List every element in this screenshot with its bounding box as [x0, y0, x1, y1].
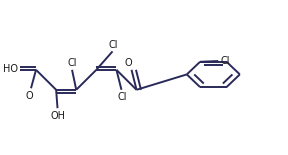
Text: O: O	[125, 58, 132, 68]
Text: OH: OH	[50, 111, 65, 121]
Text: Cl: Cl	[117, 92, 127, 102]
Text: HO: HO	[3, 64, 18, 74]
Text: Cl: Cl	[220, 56, 230, 66]
Text: Cl: Cl	[67, 58, 77, 68]
Text: Cl: Cl	[108, 40, 118, 50]
Text: O: O	[26, 91, 33, 101]
